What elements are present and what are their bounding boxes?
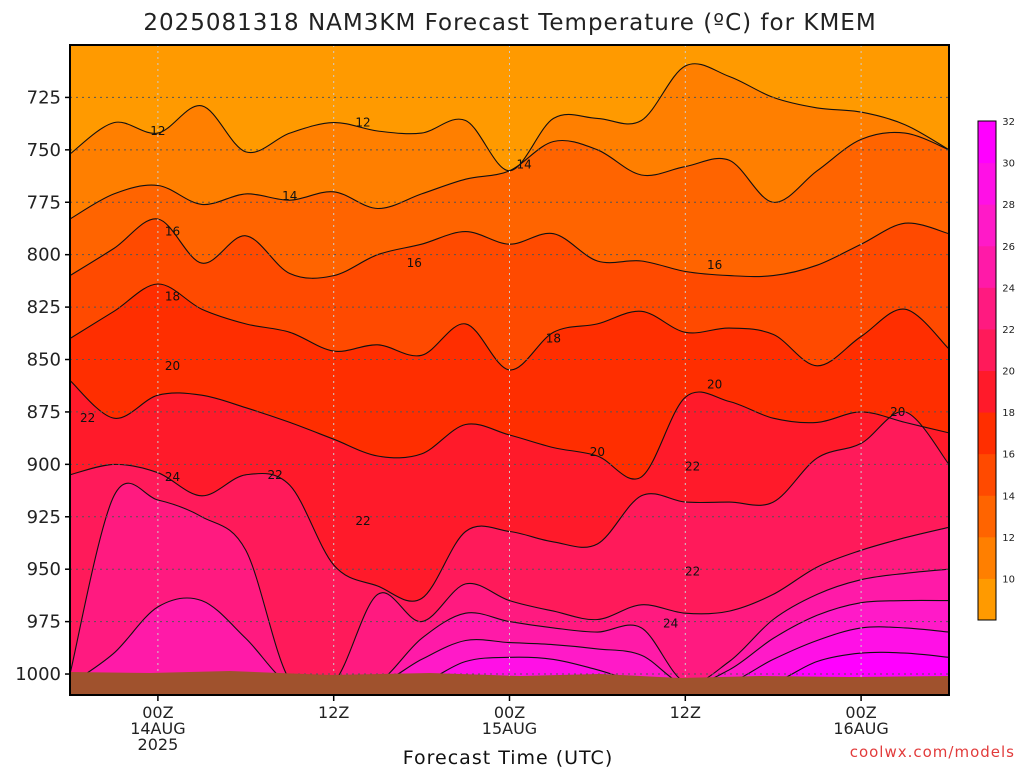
colorbar-tick-label: 12 <box>1002 533 1015 544</box>
colorbar-tick-label: 30 <box>1002 159 1015 170</box>
colorbar-tick-label: 16 <box>1002 450 1015 461</box>
contour-label: 22 <box>355 514 370 528</box>
isotherm-24 <box>70 482 949 695</box>
colorbar-tick-label: 10 <box>1002 574 1015 585</box>
x-tick-label: 2025 <box>138 735 179 754</box>
contour-label: 20 <box>890 405 905 419</box>
colorbar-swatch <box>978 245 996 288</box>
colorbar-tick-label: 32 <box>1002 117 1015 128</box>
contour-label: 12 <box>150 124 165 138</box>
gridlines <box>70 45 949 695</box>
colorbar-swatch <box>978 536 996 579</box>
colorbar-tick-label: 20 <box>1002 367 1015 378</box>
y-tick-label: 975 <box>27 612 61 633</box>
band-24-26 <box>70 483 949 695</box>
contour-label: 20 <box>707 378 722 392</box>
colorbar-swatch <box>978 578 996 621</box>
x-axis-label: Forecast Time (UTC) <box>403 747 613 768</box>
y-tick-label: 1000 <box>15 664 61 685</box>
colorbar-swatch <box>978 287 996 330</box>
band-26-28 <box>70 569 949 695</box>
contour-label: 24 <box>663 617 678 631</box>
colorbar-swatch <box>978 204 996 247</box>
colorbar-swatch <box>978 412 996 455</box>
colorbar-tick-label: 28 <box>1002 200 1015 211</box>
contour-label: 20 <box>165 359 180 373</box>
colorbar-swatch <box>978 328 996 371</box>
colorbar-swatch <box>978 495 996 538</box>
contour-label: 16 <box>707 258 722 272</box>
x-tick-label: 00Z <box>845 703 876 722</box>
colorbar-tick-label: 22 <box>1002 325 1015 336</box>
x-tick-label: 12Z <box>670 703 701 722</box>
contour-label: 24 <box>165 470 180 484</box>
band-30-32 <box>70 626 949 695</box>
contour-labels: 12 12 14 14 16 16 16 18 18 20 20 20 20 22 22 22 22 22 24 24 <box>80 116 905 631</box>
colorbar-swatch <box>978 162 996 205</box>
y-tick-label: 950 <box>27 559 61 580</box>
y-tick-label: 775 <box>27 192 61 213</box>
contour-label: 20 <box>590 445 605 459</box>
chart-title: 2025081318 NAM3KM Forecast Temperature (… <box>143 10 876 36</box>
y-tick-label: 900 <box>27 454 61 475</box>
y-tick-label: 800 <box>27 245 61 266</box>
contour-label: 12 <box>355 116 370 130</box>
x-tick-label: 00Z <box>494 703 525 722</box>
colorbar-swatch <box>978 453 996 496</box>
contour-label: 22 <box>685 459 700 473</box>
colorbar-legend: 10 12 14 16 18 20 22 24 26 28 30 32 <box>977 117 1015 621</box>
colorbar-swatch <box>978 121 996 164</box>
contour-label: 18 <box>165 290 180 304</box>
y-tick-label: 850 <box>27 350 61 371</box>
pressure-axis: 725 750 775 800 825 850 875 900 925 950 975 1000 <box>15 87 70 685</box>
x-tick-label: 15AUG <box>482 719 537 738</box>
y-tick-label: 925 <box>27 507 61 528</box>
ground-below-surface <box>70 671 949 695</box>
contour-label: 16 <box>165 225 180 239</box>
x-tick-label: 16AUG <box>833 719 888 738</box>
plot-area: 12 12 14 14 16 16 16 18 18 20 20 20 20 22 22 22 22 22 24 24 <box>70 45 949 695</box>
band-28-30 <box>70 600 949 695</box>
colorbar-tick-label: 24 <box>1002 283 1015 294</box>
colorbar-tick-label: 18 <box>1002 408 1015 419</box>
colorbar-tick-label: 14 <box>1002 491 1015 502</box>
contour-label: 22 <box>267 468 282 482</box>
x-tick-label: 00Z <box>142 703 173 722</box>
x-tick-label: 14AUG <box>130 719 185 738</box>
contour-label: 16 <box>407 256 422 270</box>
colorbar-tick-label: 26 <box>1002 242 1015 253</box>
contour-label: 14 <box>517 158 532 172</box>
contour-label: 22 <box>685 564 700 578</box>
y-tick-label: 825 <box>27 297 61 318</box>
temperature-bands <box>70 45 949 695</box>
y-tick-label: 725 <box>27 87 61 108</box>
y-tick-label: 875 <box>27 402 61 423</box>
source-credit: coolwx.com/models <box>850 743 1015 761</box>
contour-label: 18 <box>546 332 561 346</box>
colorbar-frame <box>977 120 997 621</box>
contour-label: 22 <box>80 411 95 425</box>
contour-label: 14 <box>282 189 297 203</box>
y-tick-label: 750 <box>27 140 61 161</box>
colorbar-swatch <box>978 370 996 413</box>
x-tick-label: 12Z <box>318 703 349 722</box>
